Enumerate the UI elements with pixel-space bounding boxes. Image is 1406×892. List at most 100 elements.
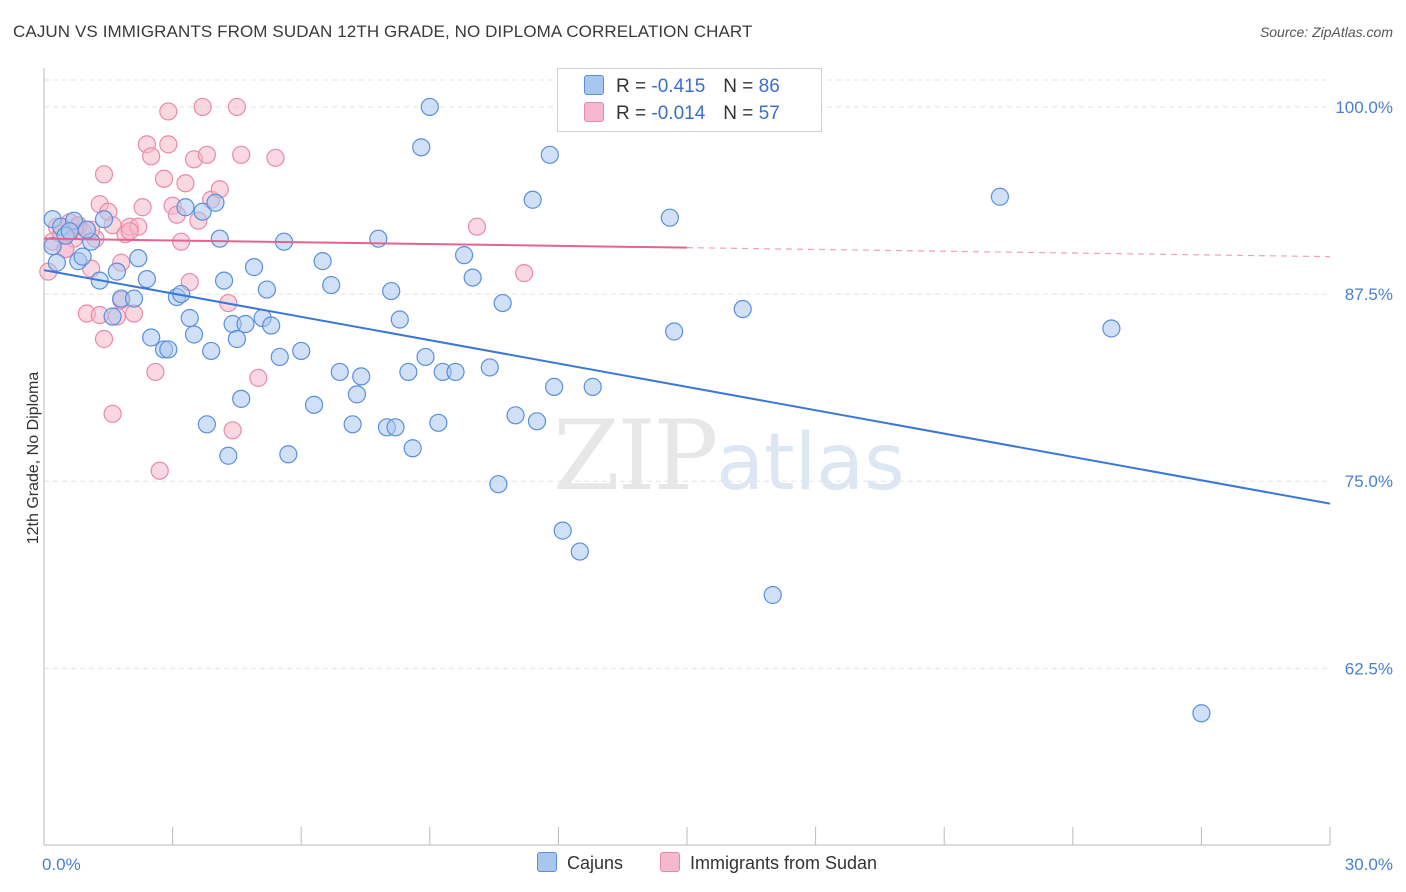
cajun-point xyxy=(386,418,405,437)
cajun-point xyxy=(347,385,367,404)
bottom-legend-label-sudan: Immigrants from Sudan xyxy=(690,853,878,873)
cajun-point xyxy=(527,412,547,431)
bottom-legend-label-cajuns: Cajuns xyxy=(567,853,624,873)
cajun-point xyxy=(506,406,525,425)
tick-labels: 100.0% 87.5% 75.0% 62.5% 0.0% 30.0% xyxy=(42,98,1393,874)
cajun-point xyxy=(369,229,388,248)
cajun-point xyxy=(660,208,679,227)
sudan-point xyxy=(146,362,165,382)
sudan-point xyxy=(94,329,114,349)
cajun-point xyxy=(77,220,96,239)
cajun-point xyxy=(107,262,126,281)
cajun-point xyxy=(236,314,255,334)
cajun-point xyxy=(279,445,298,464)
cajun-point xyxy=(180,308,199,328)
legend-n-value: 86 xyxy=(758,76,780,97)
cajun-point xyxy=(523,190,542,209)
y-tick-label: 75.0% xyxy=(1345,472,1393,491)
bottom-legend-swatch-sudan xyxy=(660,852,680,872)
sudan-point xyxy=(515,264,534,283)
cajun-point xyxy=(403,439,422,458)
y-tick-label: 62.5% xyxy=(1345,659,1393,678)
cajun-point xyxy=(227,329,246,349)
cajun-point xyxy=(94,210,114,229)
legend-r-label: R = xyxy=(616,103,647,124)
sudan-point xyxy=(176,174,195,193)
cajun-points xyxy=(43,97,1211,723)
cajun-point xyxy=(330,362,349,382)
legend-n-label: N = xyxy=(723,103,754,124)
cajun-point xyxy=(493,293,512,313)
cajun-point xyxy=(202,341,221,361)
cajun-point xyxy=(47,253,66,272)
y-axis-title: 12th Grade, No Diploma xyxy=(25,372,42,545)
x-tick-label: 0.0% xyxy=(42,855,81,874)
sudan-point xyxy=(159,135,178,154)
cajun-point xyxy=(257,280,277,299)
sudan-point xyxy=(223,421,242,440)
cajun-point xyxy=(412,138,431,157)
sudan-point xyxy=(150,461,169,480)
cajun-point xyxy=(193,202,212,221)
cajun-point xyxy=(463,268,482,287)
cajun-point xyxy=(60,222,79,241)
cajun-point xyxy=(454,246,474,265)
cajun-point xyxy=(480,358,499,377)
legend-r-value: -0.415 xyxy=(651,76,706,97)
legend-row-sudan: R = -0.014 N = 57 xyxy=(584,102,780,126)
cajun-point xyxy=(489,475,508,494)
trend-line-cajuns xyxy=(43,269,1331,505)
sudan-point xyxy=(103,404,122,423)
cajun-point xyxy=(197,415,216,434)
sudan-point xyxy=(227,97,246,117)
cajun-point xyxy=(159,340,178,359)
legend-r-value: -0.014 xyxy=(651,103,706,124)
cajun-point xyxy=(352,367,371,386)
cajun-point xyxy=(219,446,238,465)
cajun-point xyxy=(262,316,281,335)
cajun-point xyxy=(304,395,324,414)
legend-row-cajuns: R = -0.415 N = 86 xyxy=(584,75,780,99)
cajun-point xyxy=(665,322,684,341)
watermark-atlas: atlas xyxy=(716,418,905,508)
bottom-legend-cajuns: Cajuns xyxy=(537,852,623,874)
trend-line-sudan-extension xyxy=(686,247,1331,258)
cajun-point xyxy=(129,249,148,268)
legend-n-value: 57 xyxy=(758,103,780,124)
cajun-point xyxy=(416,347,435,367)
bottom-legend: Cajuns Immigrants from Sudan xyxy=(0,852,1406,878)
cajun-point xyxy=(214,271,234,290)
sudan-point xyxy=(94,165,114,184)
legend-n-label: N = xyxy=(723,76,754,97)
cajun-point xyxy=(1192,704,1211,723)
cajun-point xyxy=(244,258,264,277)
cajun-point xyxy=(142,328,161,347)
source-label: Source: ZipAtlas.com xyxy=(1259,24,1393,40)
cajun-point xyxy=(583,377,602,396)
cajun-point xyxy=(420,97,439,117)
cajun-point xyxy=(763,585,782,605)
cajun-point xyxy=(990,187,1010,206)
legend-swatch-cajuns xyxy=(584,75,604,95)
cajun-point xyxy=(73,247,92,266)
cajun-point xyxy=(343,415,362,434)
cajun-point xyxy=(570,542,589,561)
cajun-point xyxy=(124,289,144,308)
x-tick-label: 30.0% xyxy=(1345,855,1393,874)
cajun-point xyxy=(322,275,341,295)
bottom-legend-swatch-cajuns xyxy=(537,852,557,872)
legend-swatch-sudan xyxy=(584,102,604,122)
cajun-point xyxy=(540,145,559,164)
sudan-points xyxy=(39,97,534,480)
cajun-point xyxy=(553,521,572,540)
cajun-point xyxy=(103,307,122,326)
sudan-point xyxy=(467,217,487,236)
sudan-point xyxy=(120,222,139,241)
sudan-point xyxy=(266,148,285,167)
sudan-point xyxy=(133,198,152,217)
cajun-point xyxy=(232,389,251,408)
sudan-point xyxy=(193,97,212,117)
cajun-point xyxy=(382,281,401,301)
y-tick-label: 100.0% xyxy=(1335,98,1393,117)
